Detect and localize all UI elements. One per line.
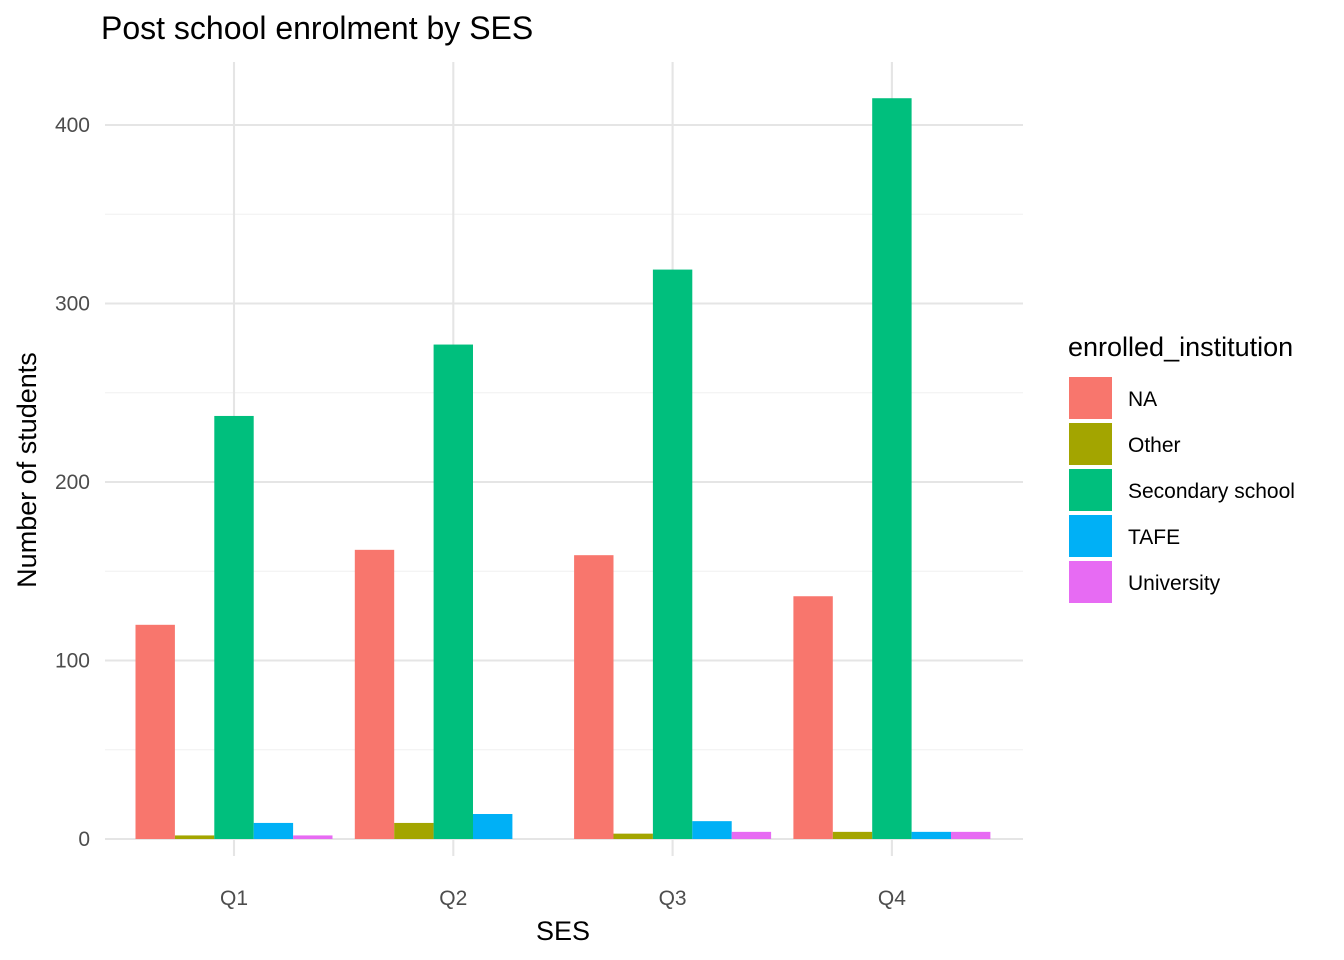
legend-items: NA Other Secondary school TAFE University [1069,377,1295,603]
bar-q1-other [174,835,215,839]
legend-label: NA [1128,388,1157,411]
bar-q1-secondary-school [214,415,254,839]
bar-q4-university [951,831,991,839]
x-tick-label: Q2 [439,887,467,910]
bar-q1-na [135,624,175,839]
legend-label: TAFE [1128,526,1180,549]
y-tick-label: 0 [78,828,90,851]
legend: enrolled_institution NA Other Secondary sc… [1068,332,1295,603]
bar-q4-na [793,596,833,839]
x-tick-label: Q4 [878,887,906,910]
legend-swatch [1069,515,1112,557]
bar-q4-tafe [911,831,951,839]
bar-q1-tafe [253,822,294,839]
x-tick-label: Q3 [659,887,687,910]
bar-q4-other [832,831,873,839]
bar-q3-secondary-school [652,269,693,840]
legend-label: Secondary school [1128,480,1295,503]
bar-q3-na [574,555,614,839]
bar-q3-other [613,833,653,839]
legend-swatch [1069,469,1112,511]
bar-q2-secondary-school [433,344,473,839]
bar-q2-na [354,549,395,839]
legend-swatch [1069,377,1112,419]
legend-swatch [1069,423,1112,465]
legend-item: TAFE [1069,515,1180,557]
bar-q3-university [731,831,772,839]
legend-label: University [1128,572,1221,595]
bars [135,98,991,840]
chart-title: Post school enrolment by SES [101,10,533,46]
y-tick-label: 400 [55,114,90,137]
y-tick-label: 100 [55,650,90,673]
bar-q3-tafe [692,821,732,839]
y-axis-tick-labels: 0 100 200 300 400 [55,114,90,851]
x-tick-label: Q1 [220,887,248,910]
y-tick-label: 200 [55,471,90,494]
y-axis-title: Number of students [12,352,42,588]
bar-q1-university [293,835,333,839]
legend-swatch [1069,561,1112,603]
legend-item: Secondary school [1069,469,1295,511]
x-axis-title: SES [536,916,590,946]
legend-label: Other [1128,434,1181,457]
legend-title: enrolled_institution [1068,332,1293,362]
legend-item: University [1069,561,1221,603]
x-axis-tick-labels: Q1 Q2 Q3 Q4 [220,887,906,910]
legend-item: Other [1069,423,1181,465]
bar-q2-other [394,822,434,839]
y-tick-label: 300 [55,293,90,316]
bar-q4-secondary-school [872,98,912,840]
bar-q2-tafe [473,814,513,839]
legend-item: NA [1069,377,1157,419]
